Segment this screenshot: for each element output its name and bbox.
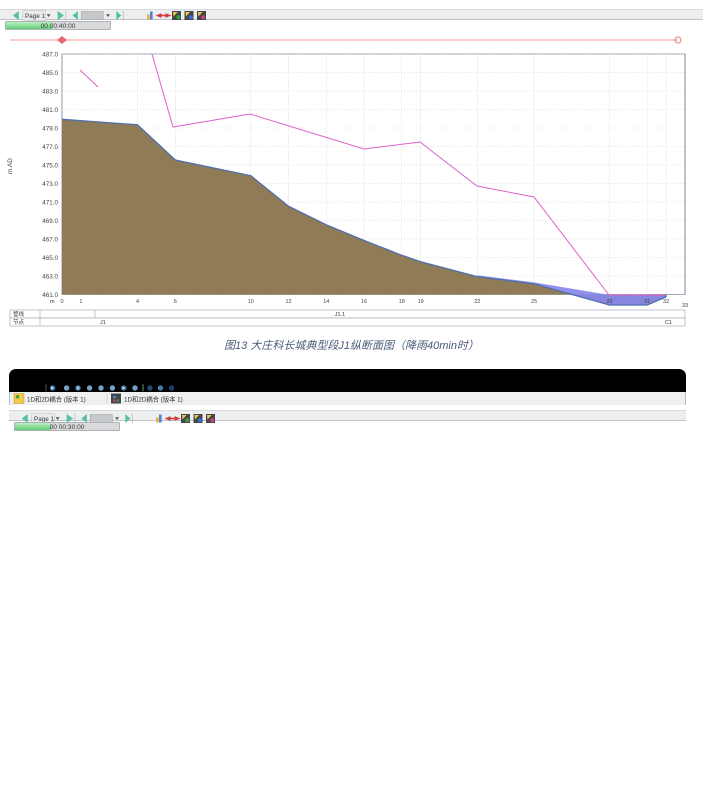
- svg-text:33: 33: [682, 303, 688, 309]
- svg-text:479.0: 479.0: [42, 126, 58, 133]
- svg-text:0: 0: [60, 299, 63, 305]
- svg-text:1D和2D耦合 (版本 1): 1D和2D耦合 (版本 1): [27, 395, 86, 404]
- svg-text:14: 14: [323, 299, 329, 305]
- svg-text:469.0: 469.0: [42, 218, 58, 225]
- svg-text:J1: J1: [100, 320, 106, 326]
- svg-text:32: 32: [663, 299, 669, 305]
- svg-text:m.AD: m.AD: [7, 158, 14, 174]
- svg-text:Page 1: Page 1: [25, 13, 45, 20]
- svg-text:10: 10: [248, 299, 254, 305]
- svg-text:22: 22: [474, 299, 480, 305]
- svg-text:19: 19: [418, 299, 424, 305]
- svg-text:m: m: [50, 299, 55, 305]
- svg-text:477.0: 477.0: [42, 144, 58, 151]
- svg-text:16: 16: [361, 299, 367, 305]
- svg-text:25: 25: [531, 299, 537, 305]
- svg-text:481.0: 481.0: [42, 107, 58, 114]
- svg-text:4: 4: [136, 299, 139, 305]
- svg-text:483.0: 483.0: [42, 89, 58, 96]
- svg-text:6: 6: [174, 299, 177, 305]
- svg-text:1D和2D耦合 (版本 1): 1D和2D耦合 (版本 1): [124, 395, 183, 404]
- svg-text:管线: 管线: [13, 310, 25, 318]
- svg-text:12: 12: [285, 299, 291, 305]
- svg-text:节点: 节点: [13, 318, 25, 326]
- svg-text:473.0: 473.0: [42, 181, 58, 188]
- svg-text:463.0: 463.0: [42, 274, 58, 281]
- svg-text:18: 18: [399, 299, 405, 305]
- svg-text:J1.1: J1.1: [335, 312, 345, 318]
- svg-text:C1: C1: [665, 320, 672, 326]
- svg-text:461.0: 461.0: [42, 292, 58, 299]
- svg-text:465.0: 465.0: [42, 255, 58, 262]
- svg-text:471.0: 471.0: [42, 200, 58, 207]
- svg-text:29: 29: [606, 299, 612, 305]
- svg-text:31: 31: [644, 299, 650, 305]
- svg-text:i: i: [158, 385, 159, 390]
- svg-text:467.0: 467.0: [42, 237, 58, 244]
- svg-text:485.0: 485.0: [42, 70, 58, 77]
- svg-text:475.0: 475.0: [42, 163, 58, 170]
- svg-text:487.0: 487.0: [42, 52, 58, 59]
- svg-text:1: 1: [79, 299, 82, 305]
